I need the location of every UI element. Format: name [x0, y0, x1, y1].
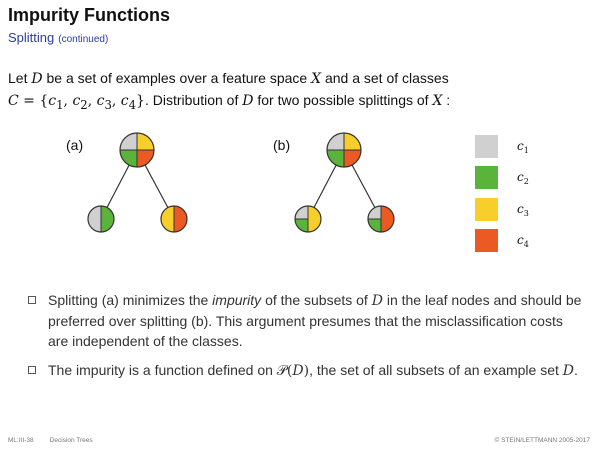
label-a: (a): [66, 137, 83, 153]
leaf-right: [160, 205, 188, 233]
slice-c4: [174, 206, 187, 232]
splitting-diagram: (a) (b): [66, 132, 529, 252]
math-d: D: [562, 363, 575, 379]
legend: c1 c2 c3 c4: [475, 135, 529, 252]
bullet-square-icon: [28, 366, 36, 374]
legend-swatch-c2: [475, 166, 498, 189]
intro-text: and a set of classes: [321, 70, 449, 86]
bullet-text: .: [574, 362, 578, 378]
legend-swatch-c4: [475, 229, 498, 252]
slice-c2: [295, 219, 308, 232]
slice-c2: [120, 150, 137, 167]
legend-label-c4: c4: [517, 233, 529, 249]
math-d: D: [242, 93, 254, 109]
math-c2: c: [72, 93, 81, 109]
leaf-left: [87, 205, 115, 233]
bullet-text: of the subsets of: [261, 292, 372, 308]
subtitle-note: (continued): [58, 34, 109, 45]
leaf-right: [367, 205, 395, 233]
footer-left: ML:III-38 Decision Trees: [8, 437, 109, 444]
legend-swatch-c1: [475, 135, 498, 158]
bullet-text: , the set of all subsets of an example s…: [309, 362, 563, 378]
math-set-open: = {: [18, 93, 49, 109]
bullet-text: in the leaf nodes and should be preferre…: [48, 292, 582, 349]
math-c1: c: [48, 93, 57, 109]
math-c: C: [8, 93, 19, 109]
math-d: D: [292, 363, 304, 379]
legend-label-c1: c1: [517, 139, 529, 155]
math-c4: c: [120, 93, 129, 109]
slice-c3: [161, 206, 174, 232]
math-powerset: 𝒫: [276, 363, 287, 379]
bullet-list: Splitting (a) minimizes the impurity of …: [28, 290, 583, 390]
footer-course: ML:III-38: [8, 437, 34, 444]
slice-c1: [88, 206, 101, 232]
math-sub: 1: [56, 97, 64, 112]
slice-c2: [368, 219, 381, 232]
slice-c1: [368, 206, 381, 219]
intro-text: be a set of examples over a feature spac…: [42, 70, 312, 86]
math-comma: ,: [87, 93, 97, 109]
math-x: X: [311, 71, 322, 87]
math-sub: 2: [80, 97, 88, 112]
legend-swatch-c3: [475, 198, 498, 221]
intro-text: for two possible splittings of: [253, 92, 433, 108]
intro-paragraph: Let D be a set of examples over a featur…: [8, 68, 593, 116]
root-node: [119, 132, 155, 168]
math-c3: c: [96, 93, 105, 109]
math-paren: (: [286, 363, 293, 379]
slice-c4: [381, 206, 394, 232]
footer-copyright: © STEIN/LETTMANN 2005-2017: [494, 437, 590, 444]
bullet-text: Splitting (a) minimizes the: [48, 292, 213, 308]
slice-c4: [344, 150, 361, 167]
math-sub: 4: [128, 97, 137, 112]
math-x: X: [432, 93, 443, 109]
slice-c1: [327, 133, 344, 150]
bullet-square-icon: [28, 296, 36, 304]
slice-c1: [120, 133, 137, 150]
slice-c4: [137, 150, 154, 167]
subtitle-text: Splitting: [8, 30, 55, 45]
slide-subtitle: Splitting (continued): [8, 30, 108, 45]
bullet-item-2: The impurity is a function defined on 𝒫(…: [28, 360, 583, 381]
slice-c3: [344, 133, 361, 150]
math-paren: ): [303, 363, 310, 379]
math-d: D: [371, 293, 383, 309]
leaf-left: [294, 205, 322, 233]
tree-b: [294, 132, 395, 233]
bullet-emphasis: impurity: [212, 292, 262, 308]
tree-a: [87, 132, 188, 233]
slice-c1: [295, 206, 308, 219]
math-comma: ,: [63, 93, 73, 109]
slice-c3: [137, 133, 154, 150]
math-d: D: [31, 71, 43, 87]
legend-label-c2: c2: [517, 170, 529, 186]
legend-label-c3: c3: [517, 202, 529, 218]
intro-text: Let: [8, 70, 32, 86]
math-set-close: }: [136, 93, 145, 109]
math-comma: ,: [111, 93, 121, 109]
slide-title: Impurity Functions: [8, 5, 170, 25]
slice-c2: [327, 150, 344, 167]
footer-topic: Decision Trees: [49, 437, 93, 444]
slice-c3: [308, 206, 321, 232]
intro-text: :: [442, 92, 451, 108]
bullet-text: The impurity is a function defined on: [48, 362, 277, 378]
bullet-item-1: Splitting (a) minimizes the impurity of …: [28, 290, 583, 351]
label-b: (b): [273, 137, 290, 153]
intro-text: . Distribution of: [144, 92, 243, 108]
root-node: [326, 132, 362, 168]
math-sub: 3: [104, 97, 112, 112]
slice-c2: [101, 206, 114, 232]
